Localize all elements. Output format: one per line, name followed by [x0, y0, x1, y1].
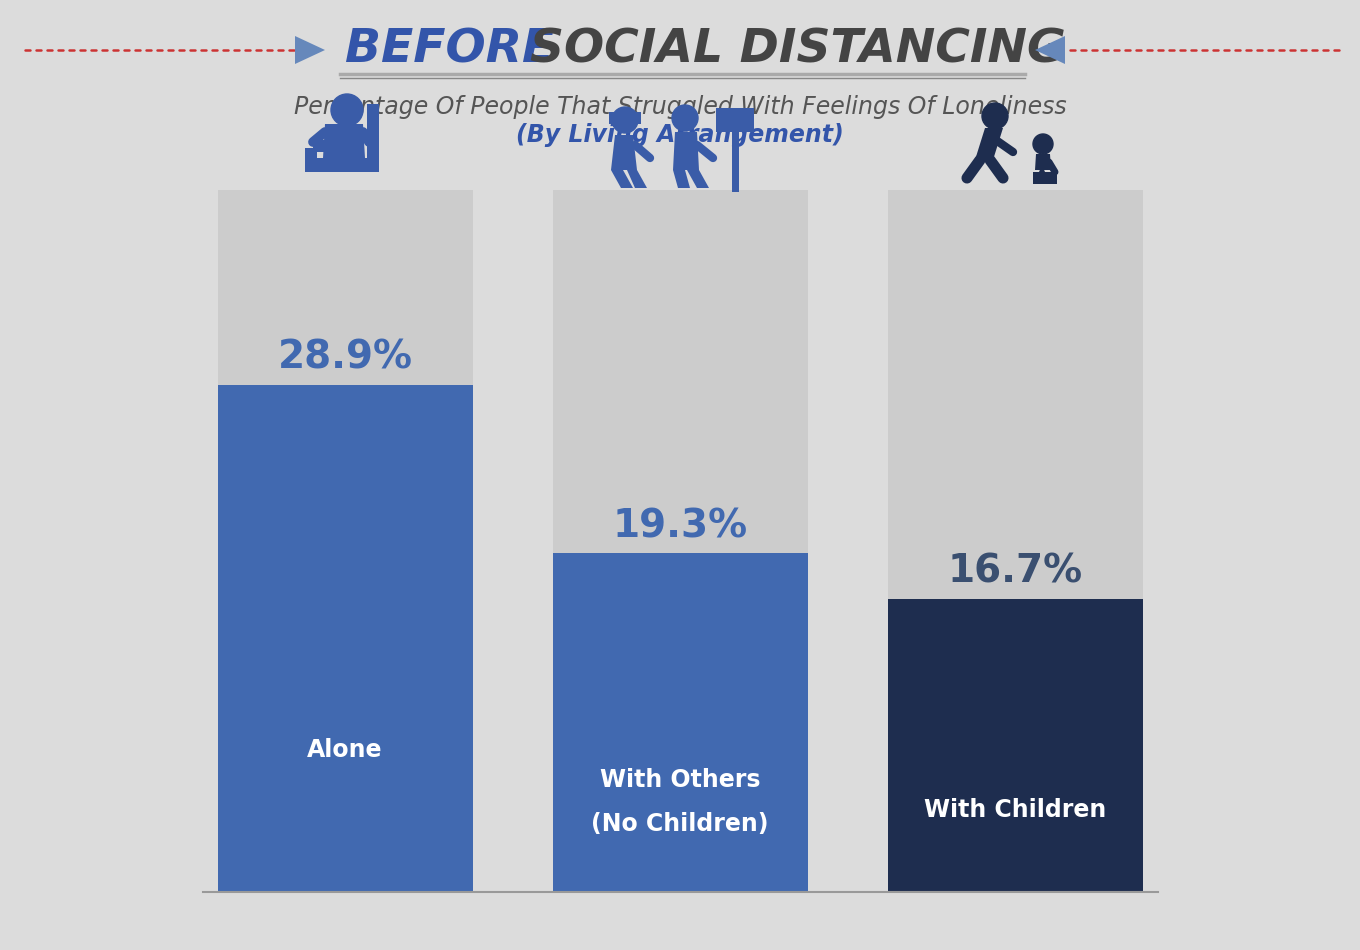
- Text: (By Living Arrangement): (By Living Arrangement): [517, 123, 843, 147]
- Polygon shape: [324, 124, 364, 158]
- Text: 28.9%: 28.9%: [277, 339, 412, 377]
- Circle shape: [612, 107, 638, 133]
- Text: With Children: With Children: [923, 798, 1106, 822]
- Bar: [888, 190, 1142, 892]
- Polygon shape: [295, 36, 325, 64]
- Bar: [552, 190, 808, 892]
- Bar: [218, 385, 472, 892]
- Polygon shape: [341, 158, 358, 170]
- Circle shape: [982, 103, 1008, 129]
- Polygon shape: [1035, 36, 1065, 64]
- Circle shape: [672, 105, 698, 131]
- Text: 19.3%: 19.3%: [612, 507, 748, 545]
- Polygon shape: [673, 132, 699, 170]
- Text: Percentage Of People That Struggled With Feelings Of Loneliness: Percentage Of People That Struggled With…: [294, 95, 1066, 119]
- Bar: [305, 158, 377, 172]
- Polygon shape: [687, 170, 709, 188]
- Circle shape: [330, 94, 363, 126]
- Text: With Others: With Others: [600, 769, 760, 792]
- Text: SOCIAL DISTANCING: SOCIAL DISTANCING: [530, 28, 1066, 72]
- Text: BEFORE: BEFORE: [345, 28, 555, 72]
- Polygon shape: [673, 170, 690, 188]
- Bar: [888, 598, 1142, 892]
- Text: Alone: Alone: [307, 738, 382, 762]
- Bar: [1044, 172, 1057, 184]
- Bar: [609, 112, 641, 124]
- Bar: [1034, 172, 1044, 184]
- Polygon shape: [324, 158, 340, 170]
- Polygon shape: [611, 135, 636, 170]
- Bar: [715, 108, 753, 132]
- Polygon shape: [611, 170, 632, 188]
- Bar: [218, 190, 472, 892]
- Polygon shape: [1039, 165, 1044, 172]
- Bar: [313, 140, 343, 152]
- Bar: [367, 104, 379, 172]
- Bar: [552, 553, 808, 892]
- Polygon shape: [627, 170, 647, 188]
- Polygon shape: [975, 128, 1004, 160]
- Text: 16.7%: 16.7%: [948, 553, 1083, 591]
- Bar: [305, 148, 317, 158]
- Bar: [732, 117, 738, 192]
- Text: (No Children): (No Children): [592, 812, 768, 836]
- Circle shape: [1034, 134, 1053, 154]
- Polygon shape: [1035, 154, 1051, 170]
